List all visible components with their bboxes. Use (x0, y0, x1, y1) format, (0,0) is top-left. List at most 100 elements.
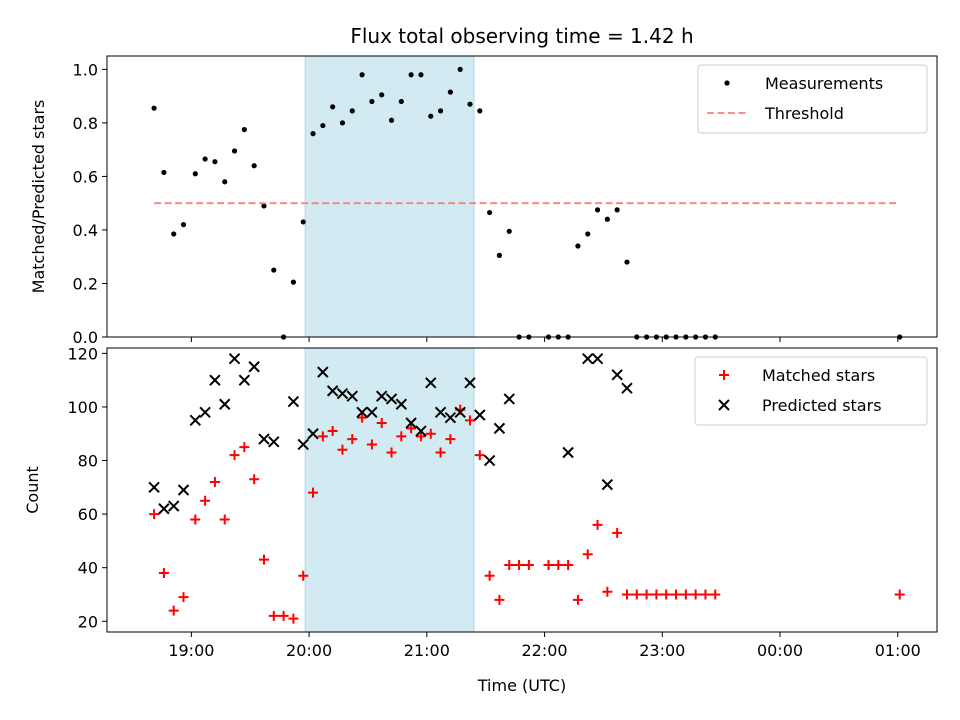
measurement-point (388, 117, 395, 123)
measurement-point (467, 101, 473, 107)
plot-frame (106, 347, 938, 633)
legend: Matched stars Predicted stars (694, 356, 928, 426)
ratio-panel: 0.0 0.2 0.4 0.6 0.8 1.0 Matched/Predicted star… (29, 55, 938, 347)
y-tick-label: 0.6 (73, 167, 98, 186)
matched-stars-point (415, 431, 426, 442)
matched-stars-point (631, 589, 642, 600)
plot-frame (106, 55, 938, 338)
observing-window-shade (304, 347, 475, 633)
x-tick-label: 21:00 (404, 641, 450, 660)
y-axis-label: Count (23, 466, 42, 514)
predicted-stars-point (415, 425, 427, 437)
matched-stars-point (680, 589, 691, 600)
measurement-point (222, 179, 228, 185)
matched-stars-point (523, 560, 534, 571)
y-tick-label: 20 (78, 612, 98, 631)
y-tick-label: 0.8 (73, 114, 98, 133)
x-tick-label: 23:00 (639, 641, 685, 660)
measurement-point (330, 104, 336, 110)
measurement-point (202, 156, 208, 162)
predicted-stars-point (474, 409, 486, 421)
matched-stars-point (484, 570, 495, 581)
measurement-point (369, 98, 375, 105)
predicted-stars-point (395, 398, 408, 410)
measurement-point (212, 159, 218, 165)
matched-stars-point (200, 495, 211, 506)
x-tick-label: 00:00 (757, 641, 803, 660)
legend-measurements-marker (724, 80, 730, 86)
matched-stars-point (168, 605, 179, 616)
legend-label: Threshold (764, 104, 844, 123)
measurement-point (349, 108, 355, 114)
matched-stars-point (612, 527, 623, 538)
matched-stars-point (386, 447, 397, 458)
predicted-stars-point (444, 411, 457, 424)
measurement-point (496, 252, 503, 258)
series-measurements (151, 66, 903, 340)
y-tick-label: 1.0 (73, 60, 98, 79)
matched-stars-point (710, 589, 721, 600)
matched-stars-point (327, 426, 338, 437)
measurement-point (310, 131, 316, 137)
predicted-stars-point (238, 374, 251, 386)
matched-stars-point (553, 560, 564, 571)
measurement-point (506, 228, 512, 234)
matched-stars-point (249, 474, 260, 485)
measurement-point (487, 209, 493, 216)
predicted-stars-point (168, 500, 180, 512)
matched-stars-point (239, 442, 250, 453)
matched-stars-point (651, 589, 662, 600)
predicted-stars-point (434, 406, 447, 419)
predicted-stars-point (336, 387, 349, 400)
predicted-stars-point (425, 377, 437, 389)
predicted-stars-point (601, 478, 614, 491)
matched-stars-point (494, 594, 505, 605)
measurement-point (575, 243, 581, 249)
matched-stars-point (396, 431, 407, 442)
measurement-point (261, 203, 267, 209)
matched-stars-point (435, 447, 446, 458)
matched-stars-point (278, 610, 289, 621)
predicted-stars-point (297, 438, 309, 451)
predicted-stars-point (258, 433, 270, 445)
matched-stars-point (894, 589, 905, 600)
measurement-point (604, 216, 610, 222)
matched-stars-point (298, 570, 309, 581)
measurement-point (398, 98, 404, 105)
predicted-stars-point (454, 406, 466, 419)
matched-stars-point (376, 418, 387, 429)
predicted-stars-point (582, 353, 594, 365)
matched-stars-point (158, 568, 169, 579)
matched-stars-point (366, 439, 377, 450)
measurement-point (339, 120, 346, 126)
measurement-point (359, 72, 365, 78)
legend-matched-marker (719, 370, 729, 380)
measurement-point (320, 122, 326, 129)
legend-label: Predicted stars (762, 396, 882, 415)
matched-stars-point (661, 589, 672, 600)
predicted-stars-point (562, 446, 574, 459)
matched-stars-point (621, 589, 632, 600)
predicted-stars-point (317, 366, 329, 378)
matched-stars-point (190, 514, 201, 525)
x-tick-label: 22:00 (522, 641, 568, 660)
predicted-stars-point (158, 503, 170, 515)
matched-stars-point (690, 589, 701, 600)
predicted-stars-point (268, 436, 280, 448)
matched-stars-point (357, 412, 368, 423)
y-tick-label: 0.4 (73, 221, 98, 240)
matched-stars-point (592, 519, 603, 530)
measurement-point (180, 222, 187, 228)
predicted-stars-point (464, 377, 476, 389)
legend-label: Matched stars (762, 366, 875, 385)
matched-stars-point (602, 586, 613, 597)
predicted-stars-point (219, 398, 231, 410)
predicted-stars-point (287, 395, 300, 408)
matched-stars-point (671, 589, 682, 600)
measurement-point (300, 219, 306, 225)
matched-stars-point (425, 428, 436, 439)
y-tick-label: 0.2 (73, 274, 98, 293)
series-matched-stars (149, 404, 905, 624)
predicted-stars-point (209, 374, 221, 386)
predicted-stars-point (405, 417, 417, 429)
